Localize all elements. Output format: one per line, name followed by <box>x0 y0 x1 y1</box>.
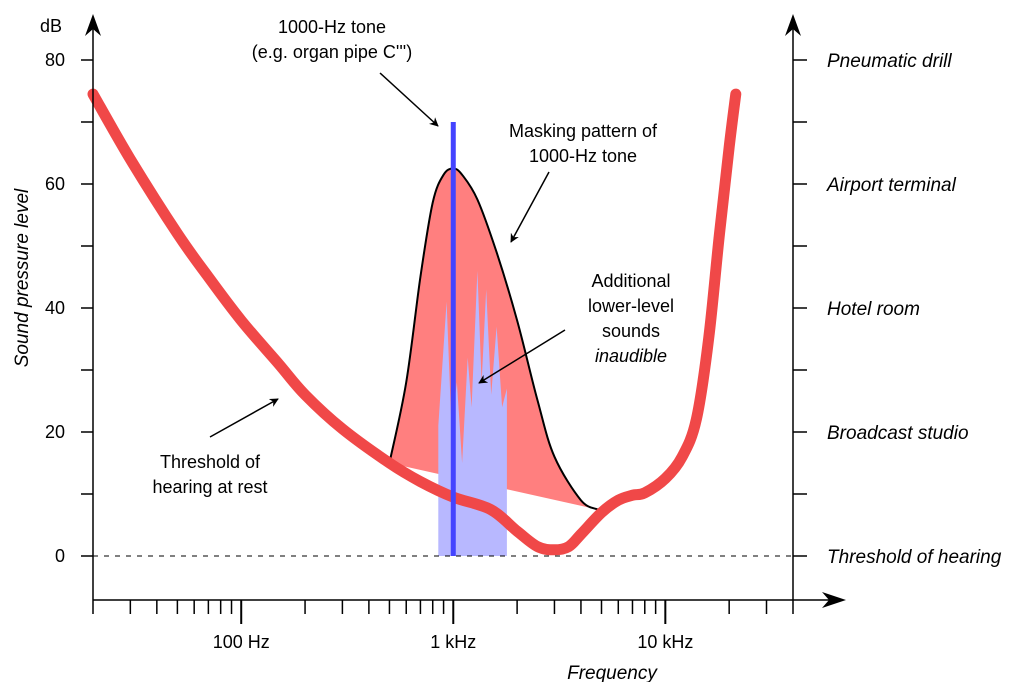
y-axis-left-arrow-icon <box>85 14 101 36</box>
y-axis-right-arrow-icon <box>785 14 801 36</box>
tone-annotation-line2: (e.g. organ pipe C''') <box>252 42 412 62</box>
tone-annotation-line1: 1000-Hz tone <box>278 17 386 37</box>
x-tick-label: 10 kHz <box>637 632 693 652</box>
additional-annotation-arrow <box>478 329 566 384</box>
y-tick-label: 0 <box>55 546 65 566</box>
x-axis-title: Frequency <box>567 663 658 682</box>
x-axis-ticks: 100 Hz 1 kHz 10 kHz <box>92 600 794 652</box>
tone-annotation-arrow <box>379 72 439 127</box>
threshold-annotation-line1: Threshold of <box>160 452 261 472</box>
right-axis-ticks: Threshold of hearing Broadcast studio Hote… <box>793 51 1002 568</box>
x-tick-label: 1 kHz <box>430 632 476 652</box>
y-axis-title: Sound pressure level <box>12 188 33 367</box>
right-axis-label: Broadcast studio <box>827 423 969 444</box>
threshold-of-hearing-curve <box>87 88 742 556</box>
y-tick-label: 20 <box>45 422 65 442</box>
mask-annotation-arrow <box>510 171 550 243</box>
mask-annotation-line2: 1000-Hz tone <box>529 146 637 166</box>
y-axis-ticks: 0 20 40 60 80 <box>45 50 93 566</box>
right-axis-label: Threshold of hearing <box>827 547 1002 568</box>
additional-annotation-line4: inaudible <box>595 346 667 366</box>
threshold-annotation-line2: hearing at rest <box>152 477 267 497</box>
data-layer <box>87 88 793 557</box>
right-axis-label: Hotel room <box>827 299 920 320</box>
axes <box>85 14 846 608</box>
y-tick-label: 60 <box>45 174 65 194</box>
additional-annotation-line2: lower-level <box>588 296 674 316</box>
mask-annotation-line1: Masking pattern of <box>509 121 658 141</box>
right-axis-label: Pneumatic drill <box>827 51 952 72</box>
x-tick-label: 100 Hz <box>213 632 270 652</box>
y-tick-label: 80 <box>45 50 65 70</box>
additional-annotation-line3: sounds <box>602 321 660 341</box>
y-axis-unit: dB <box>40 16 62 36</box>
x-axis-arrow-icon <box>822 592 846 608</box>
additional-annotation-line1: Additional <box>591 271 670 291</box>
threshold-annotation-arrow <box>209 398 279 438</box>
annotations: 1000-Hz tone (e.g. organ pipe C''') Mask… <box>152 17 674 497</box>
right-axis-label: Airport terminal <box>826 175 957 196</box>
y-tick-label: 40 <box>45 298 65 318</box>
